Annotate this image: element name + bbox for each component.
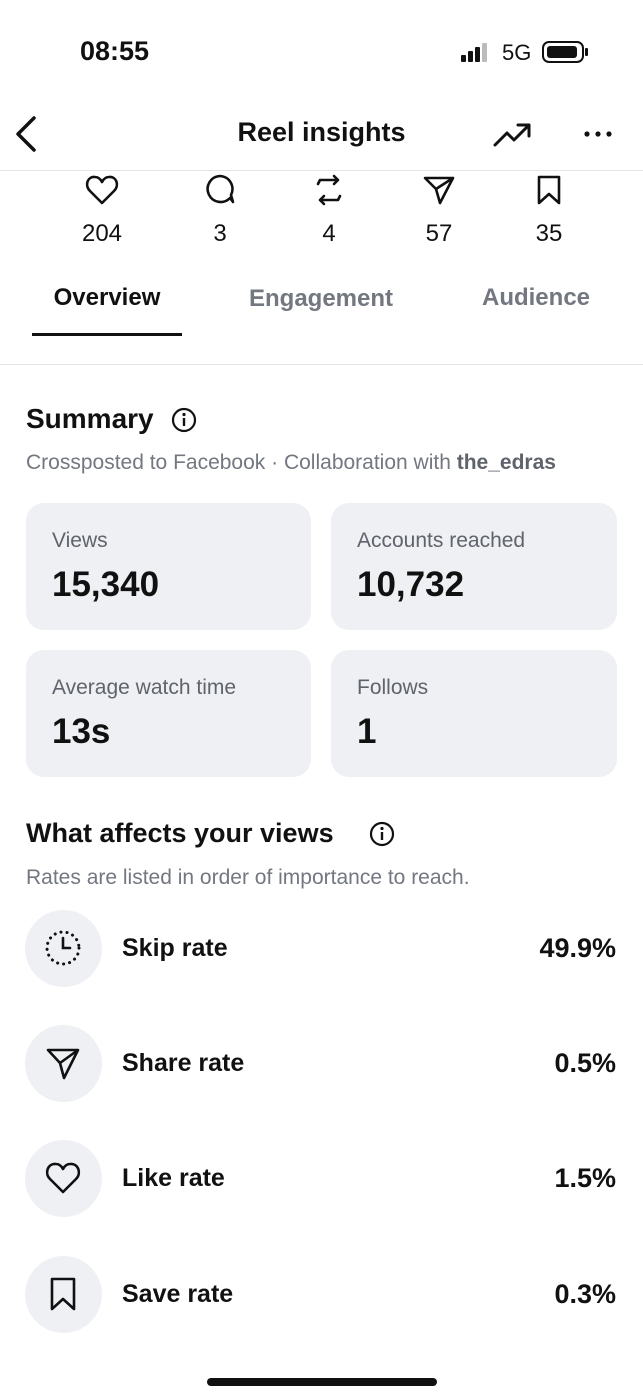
metric-value: 13s bbox=[52, 712, 111, 751]
metric-value: 15,340 bbox=[52, 565, 160, 604]
shares-count: 57 bbox=[425, 220, 453, 247]
interaction-icons bbox=[85, 174, 561, 206]
rate-value: 0.5% bbox=[554, 1048, 616, 1078]
divider bbox=[0, 170, 643, 171]
rate-label: Skip rate bbox=[122, 934, 228, 962]
rate-value: 0.3% bbox=[554, 1279, 616, 1309]
battery-icon bbox=[542, 41, 588, 63]
skip-icon bbox=[45, 930, 81, 966]
signal-icon bbox=[461, 43, 487, 62]
likes-count: 204 bbox=[81, 220, 123, 247]
section-title: Summary bbox=[26, 403, 154, 434]
info-icon[interactable] bbox=[369, 821, 395, 847]
like-icon bbox=[45, 1162, 81, 1194]
tab-overview[interactable]: Overview bbox=[53, 284, 161, 311]
section-subtitle: Crossposted to Facebook · Collaboration … bbox=[26, 451, 556, 475]
back-button[interactable] bbox=[10, 114, 46, 154]
comments-count: 3 bbox=[213, 220, 227, 247]
tab-audience[interactable]: Audience bbox=[481, 284, 591, 311]
metric-label: Average watch time bbox=[52, 676, 237, 699]
tab-engagement[interactable]: Engagement bbox=[248, 285, 394, 312]
reposts-count: 4 bbox=[322, 220, 336, 247]
section-subtitle: Rates are listed in order of importance … bbox=[26, 866, 470, 889]
metric-card: Accounts reached 10,732 bbox=[331, 503, 617, 630]
metric-card: Follows 1 bbox=[331, 650, 617, 777]
subtitle-text: Crossposted to Facebook · Collaboration … bbox=[26, 451, 457, 474]
rate-label: Save rate bbox=[122, 1280, 234, 1308]
share-icon bbox=[46, 1048, 80, 1080]
metric-label: Accounts reached bbox=[357, 529, 526, 552]
save-icon bbox=[50, 1277, 76, 1311]
metric-value: 1 bbox=[357, 712, 377, 751]
status-time: 08:55 bbox=[80, 36, 150, 66]
rate-label: Like rate bbox=[122, 1164, 225, 1192]
rate-value: 49.9% bbox=[539, 933, 616, 963]
metric-card: Average watch time 13s bbox=[26, 650, 311, 777]
network-label: 5G bbox=[502, 40, 532, 65]
more-button[interactable] bbox=[582, 124, 614, 144]
metric-card: Views 15,340 bbox=[26, 503, 311, 630]
tab-indicator bbox=[32, 333, 182, 336]
collaborator[interactable]: the_edras bbox=[456, 451, 556, 474]
icon-circle bbox=[25, 1025, 102, 1102]
divider bbox=[0, 364, 643, 365]
saves-count: 35 bbox=[535, 220, 563, 247]
metric-value: 10,732 bbox=[357, 565, 465, 604]
page-title: Reel insights bbox=[237, 117, 406, 147]
metric-label: Follows bbox=[357, 676, 429, 699]
rate-value: 1.5% bbox=[554, 1163, 616, 1193]
icon-circle bbox=[25, 1256, 102, 1333]
metric-label: Views bbox=[52, 529, 108, 552]
icon-circle bbox=[25, 1140, 102, 1217]
rate-label: Share rate bbox=[122, 1049, 245, 1077]
home-indicator bbox=[207, 1378, 437, 1386]
section-title: What affects your views bbox=[26, 818, 334, 848]
info-icon[interactable] bbox=[171, 407, 197, 433]
trend-button[interactable] bbox=[492, 120, 534, 150]
